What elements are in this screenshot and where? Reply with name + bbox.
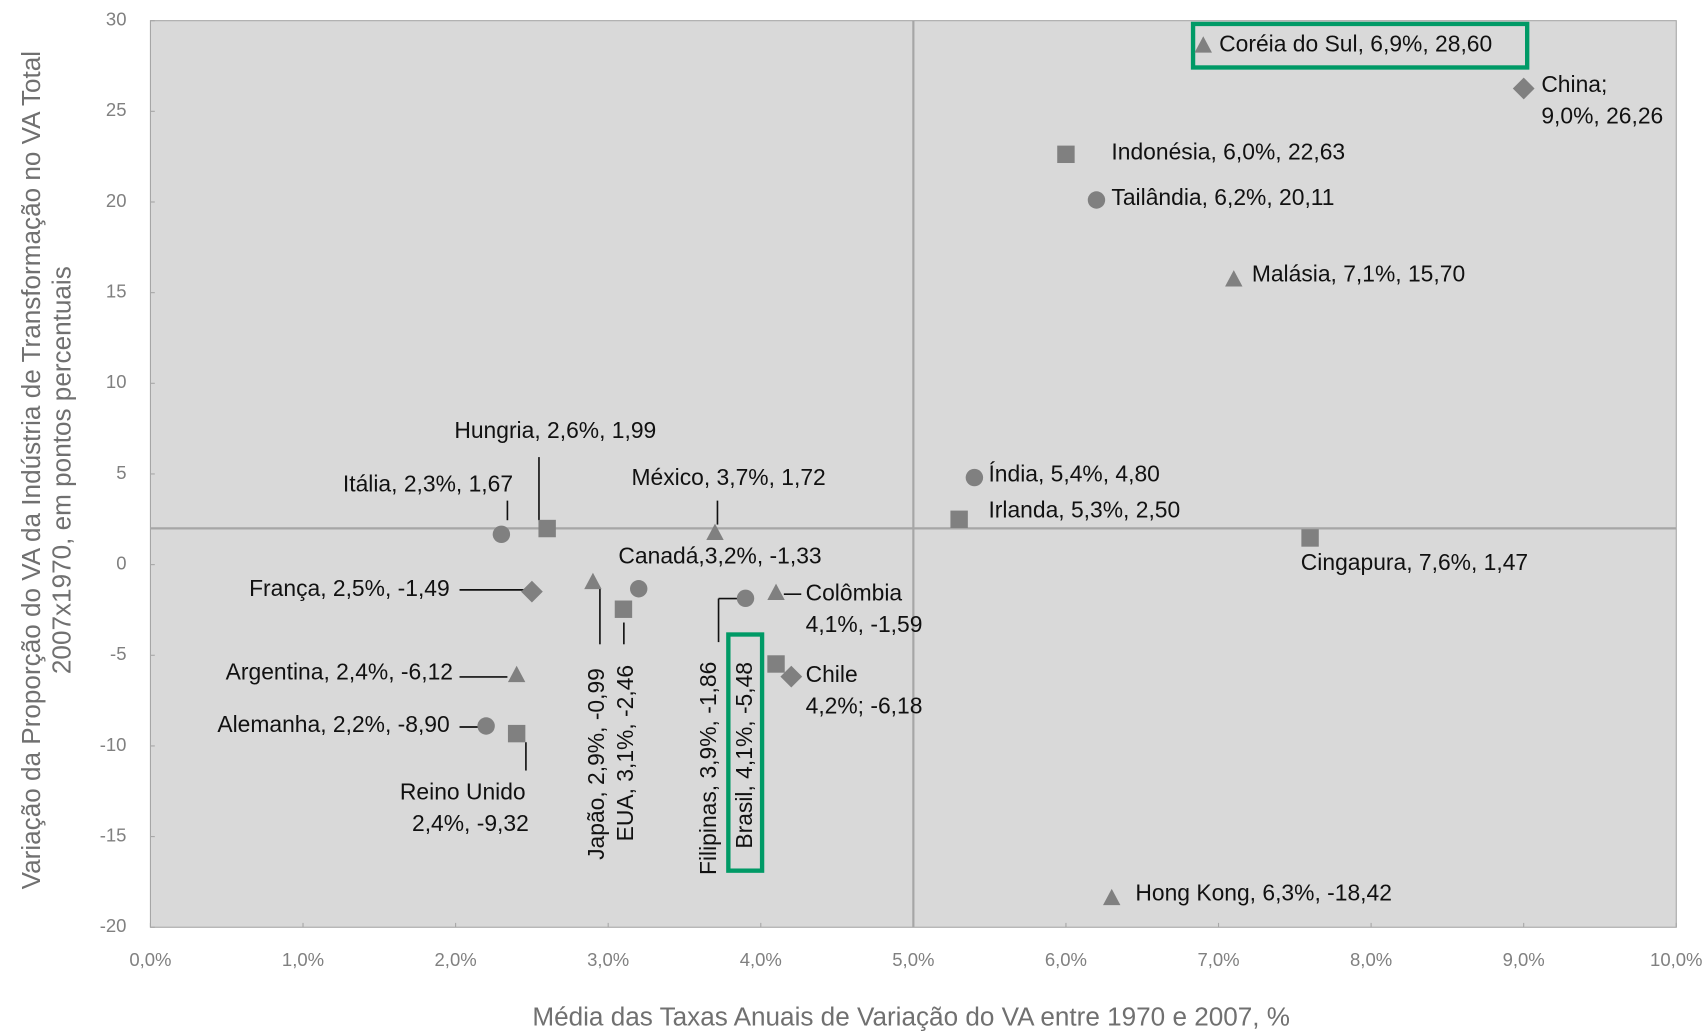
data-label: Hungria, 2,6%, 1,99 [454,417,656,443]
point [706,523,724,540]
point [1194,36,1212,53]
data-label: Filipinas, 3,9%, -1,86 [695,662,721,875]
x-tick-label: 7,0% [1197,949,1239,970]
point [1087,191,1106,209]
highlight-box [726,632,765,873]
data-label: Reino Unido [400,778,526,804]
data-label: Indonésia, 6,0%, 22,63 [1111,138,1345,164]
point [736,589,755,608]
y-tick-label: 20 [106,190,127,211]
data-label: Canadá,3,2%, -1,33 [618,542,821,568]
data-label: Japão, 2,9%, -0,99 [583,668,609,860]
data-label: 9,0%, 26,26 [1541,103,1663,129]
y-axis-title: Variação da Proporção do VA da Indústria… [16,51,46,889]
y-axis-title: 2007x1970, em pontos percentuais [46,266,76,674]
x-tick-label: 0,0% [129,949,171,970]
y-tick-label: 25 [106,99,127,120]
data-label: Malásia, 7,1%, 15,70 [1252,260,1465,286]
point [507,724,526,743]
x-tick-label: 4,0% [740,949,782,970]
point [584,572,602,590]
point [1225,270,1243,287]
data-label: Brasil, 4,1%, -5,48 [731,662,757,849]
y-tick-label: -10 [100,734,127,755]
data-label: França, 2,5%, -1,49 [249,575,450,601]
point [767,655,785,673]
data-label: Colômbia [806,579,903,605]
y-tick-label: 5 [116,462,126,483]
point [780,665,803,688]
y-tick-label: -5 [110,643,126,664]
x-tick-label: 10,0% [1650,949,1702,970]
x-tick-label: 8,0% [1350,949,1392,970]
data-label: 4,2%; -6,18 [806,692,923,718]
point [950,510,968,529]
y-tick-label: 0 [116,553,126,574]
data-label: Alemanha, 2,2%, -8,90 [217,711,449,737]
point [767,583,785,600]
point [538,519,556,538]
x-tick-label: 6,0% [1045,949,1087,970]
point [1103,888,1121,906]
data-label: Hong Kong, 6,3%, -18,42 [1135,880,1392,906]
x-tick-label: 5,0% [892,949,934,970]
x-axis-title: Média das Taxas Anuais de Variação do VA… [532,1002,1290,1032]
y-tick-label: 10 [106,371,127,392]
data-label: 4,1%, -1,59 [806,611,923,637]
data-label: Coréia do Sul, 6,9%, 28,60 [1219,31,1492,57]
data-label: México, 3,7%, 1,72 [631,464,825,490]
point [614,600,633,618]
point [492,525,511,544]
point [1512,77,1535,100]
data-label: Cingapura, 7,6%, 1,47 [1301,549,1528,575]
highlight-box [1190,21,1530,70]
x-tick-label: 3,0% [587,949,629,970]
x-tick-label: 9,0% [1503,949,1545,970]
y-tick-label: -15 [100,824,127,845]
data-label: China; [1541,71,1607,97]
x-tick-label: 2,0% [435,949,477,970]
point [965,468,984,487]
data-label: Tailândia, 6,2%, 20,11 [1111,184,1334,210]
point [630,580,648,598]
data-label: Chile [806,661,858,687]
point [1301,529,1319,547]
point [477,717,495,735]
data-label: Argentina, 2,4%, -6,12 [226,659,453,685]
y-tick-label: 30 [106,9,127,30]
point [507,665,526,683]
y-tick-label: 15 [106,281,127,302]
point [1057,145,1075,164]
data-label: Irlanda, 5,3%, 2,50 [988,497,1180,523]
y-tick-label: -20 [100,915,127,936]
x-tick-label: 1,0% [282,949,324,970]
data-label: Itália, 2,3%, 1,67 [343,470,513,496]
data-label: 2,4%, -9,32 [412,810,529,836]
point [521,580,543,603]
data-label: Índia, 5,4%, 4,80 [988,461,1159,487]
data-label: EUA, 3,1%, -2,46 [612,665,638,841]
